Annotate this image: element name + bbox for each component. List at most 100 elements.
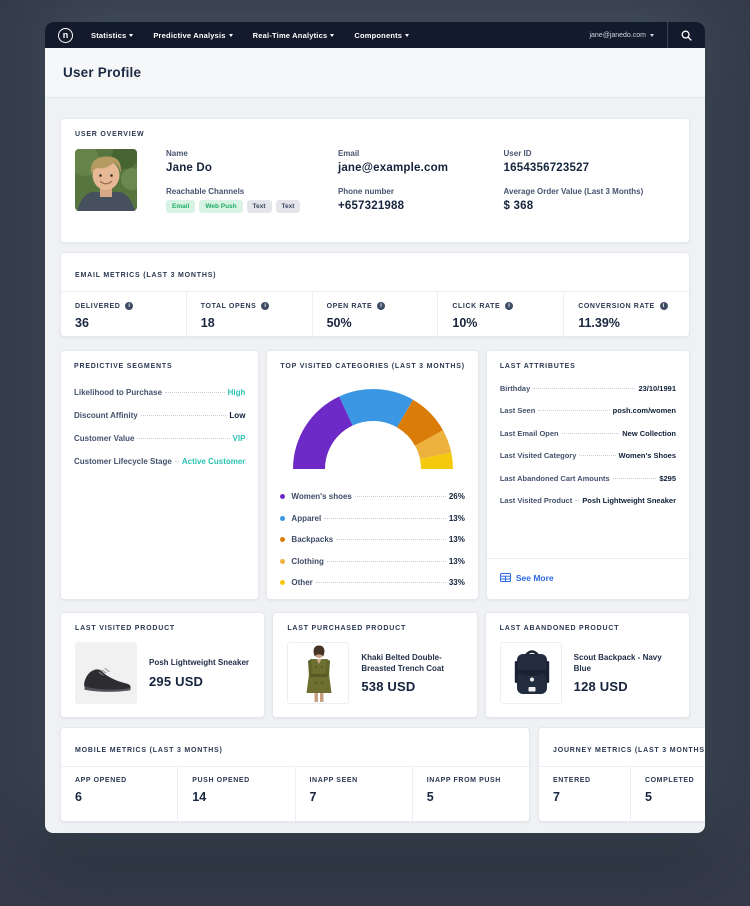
legend-item: Backpacks 13% [280,535,465,544]
legend-dot [280,558,286,564]
legend-item: Apparel 13% [280,514,465,523]
page-content: USER OVERVIEW [45,97,705,822]
field-channels: Reachable Channels Email Web Push Text T… [166,187,328,213]
top-categories-card: TOP VISITED CATEGORIES (LAST 3 MONTHS) W… [266,350,479,600]
metric-click-rate-value: 10% [452,316,478,330]
chevron-down-icon [228,33,233,37]
menu-components[interactable]: Components [354,30,410,40]
search-icon [681,30,692,41]
product-price: 128 USD [573,679,628,695]
chevron-down-icon [650,33,654,37]
menu-predictive-analysis[interactable]: Predictive Analysis [153,30,233,40]
mobile-metrics-card: MOBILE METRICS (LAST 3 MONTHS) APP OPENE… [60,727,530,822]
legend-item: Other 33% [280,578,465,587]
channel-badge-web-push: Web Push [199,200,243,213]
metric-inapp-seen: INAPP SEEN 7 [296,767,413,821]
menu-real-time-analytics[interactable]: Real-Time Analytics [253,31,335,40]
attribute-row: Birthday 23/10/1991 [499,383,676,393]
last-purchased-product-card: LAST PURCHASED PRODUCT [272,612,478,718]
user-id-value: 1654356723527 [503,162,590,174]
metric-total-opens: TOTAL OPENS 18 [187,292,313,340]
metric-conversion-rate: CONVERSION RATE 11.39% [564,292,689,340]
field-email: Email jane@example.com [338,149,494,174]
last-attributes-card: LAST ATTRIBUTES Birthday 23/10/1991 Last … [485,350,690,600]
email-value: jane@example.com [337,162,449,174]
metric-total-opens-value: 18 [200,316,215,330]
channels-label: Reachable Channels [166,187,245,196]
attribute-row: Last Abandoned Cart Amounts $295 [499,473,676,483]
metric-push-opened: PUSH OPENED 14 [178,767,296,821]
menu-predictive-analysis-label: Predictive Analysis [153,30,226,40]
metric-completed: COMPLETED 5 [644,777,695,804]
search-button[interactable] [667,22,692,48]
last-purchased-product-title: LAST PURCHASED PRODUCT [287,625,407,632]
last-abandoned-product-card: LAST ABANDONED PRODUCT [484,612,690,718]
metric-delivered-value: 36 [75,316,89,330]
metric-delivered: DELIVERED 36 [61,292,187,340]
table-icon [499,573,511,582]
info-icon[interactable] [505,302,514,310]
metric-inapp-from-push: INAPP FROM PUSH 5 [426,777,501,804]
last-visited-product-card: LAST VISITED PRODUCT Posh Lightweight Sn… [60,612,266,718]
attribute-row: Last Email Open New Collection [499,428,676,438]
metric-open-rate-value: 50% [326,316,352,330]
menu-statistics-label: Statistics [91,30,127,40]
metric-open-rate: OPEN RATE 50% [313,292,439,340]
metric-app-opened: APP OPENED 6 [61,767,179,821]
last-visited-product-title: LAST VISITED PRODUCT [75,625,176,632]
journey-metrics-card: JOURNEY METRICS (LAST 3 MONTHS) ENTERED … [538,727,705,822]
trench-coat-product-image [287,642,350,704]
page-header: User Profile [45,48,705,97]
chevron-down-icon [129,33,134,37]
channel-badge-text-2: Text [275,200,301,213]
attribute-row: Last Seen posh.com/women [499,406,676,415]
info-icon[interactable] [659,302,668,310]
segment-row: Likelihood to Purchase High [74,388,246,397]
phone-value: +657321988 [337,200,405,212]
see-more-link[interactable]: See More [499,573,554,583]
metric-conversion-rate-value: 11.39% [578,316,620,330]
legend-item: Clothing 13% [280,557,465,566]
menu-statistics[interactable]: Statistics [91,30,134,40]
channel-badge-text-1: Text [246,200,272,213]
account-dropdown[interactable]: jane@janedo.com [589,32,667,39]
email-metrics-card: EMAIL METRICS (LAST 3 MONTHS) DELIVERED … [60,252,690,340]
field-user-id: User ID 1654356723527 [504,149,675,174]
segment-row: Customer Value VIP [74,434,246,443]
insider-logo-icon[interactable]: n [58,27,73,43]
channel-badge-email: Email [166,200,196,213]
user-overview-title: USER OVERVIEW [75,131,145,138]
product-name: Posh Lightweight Sneaker [149,658,250,668]
name-label: Name [166,149,188,158]
metric-entered: ENTERED 7 [539,767,631,821]
attribute-row: Last Visited Category Women's Shoes [499,451,676,460]
predictive-segments-title: PREDICTIVE SEGMENTS [74,363,173,370]
info-icon[interactable] [377,302,386,310]
mobile-metrics-title: MOBILE METRICS (LAST 3 MONTHS) [75,747,223,754]
backpack-product-image [499,642,562,704]
journey-metrics-title: JOURNEY METRICS (LAST 3 MONTHS) [553,747,705,754]
field-name: Name Jane Do [166,149,328,174]
sneaker-product-image [75,642,137,704]
navbar-right: jane@janedo.com [589,22,692,48]
aov-value: $ 368 [503,200,534,212]
predictive-segments-card: PREDICTIVE SEGMENTS Likelihood to Purcha… [60,350,260,600]
info-icon[interactable] [261,302,270,310]
user-overview-card: USER OVERVIEW [60,118,690,243]
app-window: n Statistics Predictive Analysis Real-Ti… [45,22,705,833]
attribute-row: Last Visited Product Posh Lightweight Sne… [499,496,676,505]
legend-item: Women's shoes 26% [280,492,465,501]
last-attributes-title: LAST ATTRIBUTES [499,363,576,370]
chart-legend: Women's shoes 26% Apparel 13% Backpacks 13%… [280,492,465,587]
segment-row: Customer Lifecycle Stage Active Customer [74,457,246,466]
menu-components-label: Components [354,30,403,40]
info-icon[interactable] [125,302,134,310]
avatar [75,149,137,211]
phone-label: Phone number [337,187,394,196]
segment-row: Discount Affinity Low [74,411,246,420]
legend-dot [280,537,286,542]
user-id-label: User ID [503,149,532,158]
email-label: Email [337,149,360,158]
chevron-down-icon [330,33,335,37]
field-phone: Phone number +657321988 [338,187,494,213]
